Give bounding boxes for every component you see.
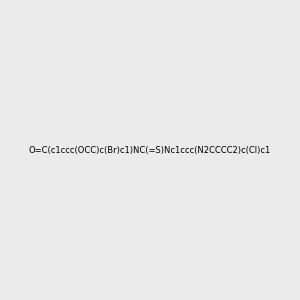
Text: O=C(c1ccc(OCC)c(Br)c1)NC(=S)Nc1ccc(N2CCCC2)c(Cl)c1: O=C(c1ccc(OCC)c(Br)c1)NC(=S)Nc1ccc(N2CCC… (29, 146, 271, 154)
